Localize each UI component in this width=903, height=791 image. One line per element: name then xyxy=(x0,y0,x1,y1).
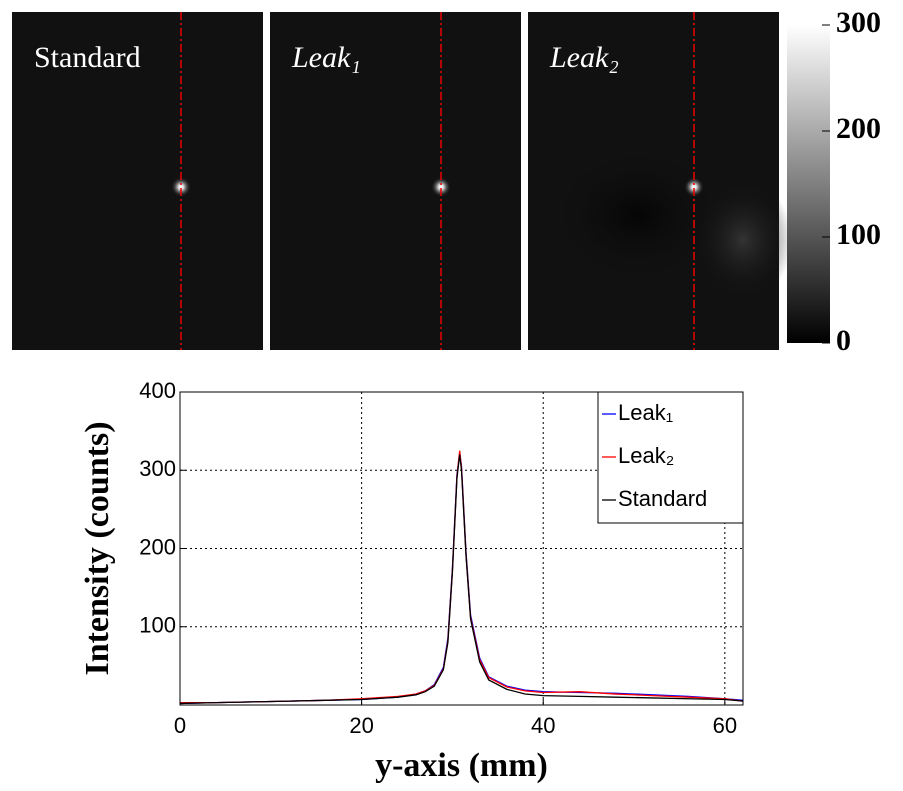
x-tick-label: 40 xyxy=(531,713,555,738)
colorbar-tick-label: 200 xyxy=(836,112,881,145)
panel-label: Standard xyxy=(34,41,141,74)
x-tick-label: 0 xyxy=(174,713,186,738)
image-panel xyxy=(270,12,521,350)
colorbar-tick-label: 100 xyxy=(836,218,881,251)
x-axis-label: y-axis (mm) xyxy=(375,747,548,784)
image-panel xyxy=(12,12,263,350)
colorbar-tick-label: 0 xyxy=(836,324,851,357)
legend-label: Leak₂ xyxy=(618,443,674,468)
y-tick-label: 100 xyxy=(139,613,176,638)
colorbar xyxy=(787,25,830,343)
legend xyxy=(597,391,744,524)
dark-region xyxy=(548,145,728,285)
y-tick-label: 200 xyxy=(139,534,176,559)
y-tick-label: 300 xyxy=(139,456,176,481)
legend-label: Leak₁ xyxy=(618,400,673,425)
panel-label: Leak₂ xyxy=(549,41,619,74)
colorbar-tick-label: 300 xyxy=(836,6,881,39)
series-line xyxy=(179,454,744,705)
halo-region xyxy=(693,180,793,300)
legend-label: Standard xyxy=(618,486,707,511)
spot xyxy=(171,177,191,197)
spot xyxy=(431,177,451,197)
x-tick-label: 60 xyxy=(713,713,737,738)
y-axis-label: Intensity (counts) xyxy=(79,421,116,675)
y-tick-label: 400 xyxy=(139,378,176,403)
panel-label: Leak₁ xyxy=(291,41,361,74)
x-tick-label: 20 xyxy=(349,713,373,738)
plot-frame xyxy=(179,391,744,706)
spot xyxy=(684,177,704,197)
